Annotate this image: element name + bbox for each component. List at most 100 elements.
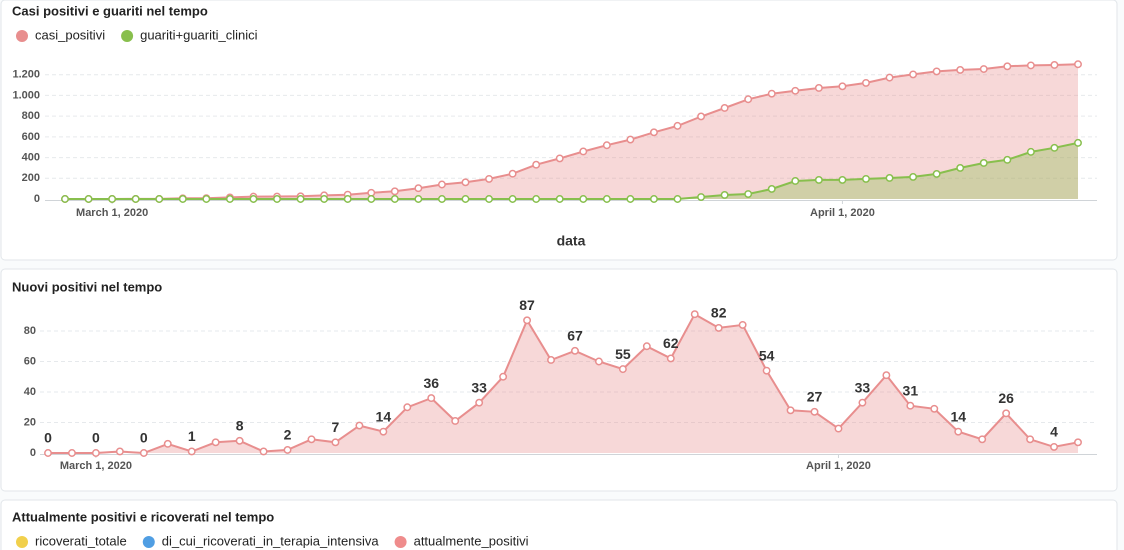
point bbox=[379, 427, 388, 436]
point bbox=[814, 84, 823, 92]
data-label: 4 bbox=[1050, 424, 1058, 440]
point bbox=[932, 169, 941, 178]
point bbox=[44, 449, 52, 457]
legend-swatch bbox=[16, 536, 28, 548]
panel bbox=[0, 499, 1118, 550]
point bbox=[956, 66, 965, 74]
point bbox=[834, 424, 843, 433]
line bbox=[48, 312, 1079, 455]
y-tick-label: 200 bbox=[22, 172, 40, 184]
point bbox=[814, 175, 823, 184]
data-label: 87 bbox=[519, 297, 535, 313]
y-tick-label: 600 bbox=[22, 131, 40, 143]
point bbox=[485, 195, 493, 203]
point bbox=[650, 195, 658, 203]
point bbox=[791, 177, 800, 185]
point bbox=[720, 191, 729, 199]
data-label: 1 bbox=[188, 428, 196, 444]
point bbox=[1002, 409, 1011, 418]
data-label: 0 bbox=[140, 430, 148, 446]
y-tick-label: 40 bbox=[24, 386, 36, 398]
point bbox=[650, 128, 658, 137]
point bbox=[427, 394, 436, 403]
point bbox=[437, 180, 446, 189]
data-label: 0 bbox=[44, 430, 52, 446]
point bbox=[909, 172, 918, 181]
data-label: 36 bbox=[423, 375, 439, 391]
point bbox=[320, 195, 329, 203]
y-tick-label: 0 bbox=[34, 193, 40, 205]
point bbox=[163, 439, 172, 448]
data-label: 67 bbox=[567, 328, 583, 344]
point bbox=[791, 86, 800, 95]
chart-title: Attualmente positivi e ricoverati nel te… bbox=[12, 509, 274, 524]
point bbox=[979, 65, 988, 73]
point bbox=[523, 316, 532, 325]
point bbox=[786, 406, 795, 415]
point bbox=[414, 184, 423, 193]
point bbox=[594, 357, 603, 366]
point bbox=[697, 112, 706, 121]
point bbox=[414, 195, 423, 203]
point bbox=[932, 67, 941, 76]
point bbox=[202, 195, 211, 203]
point bbox=[131, 195, 140, 203]
point bbox=[249, 195, 258, 203]
point bbox=[259, 447, 268, 456]
point bbox=[108, 195, 117, 203]
point bbox=[461, 195, 470, 203]
data-label: 7 bbox=[332, 419, 340, 435]
point bbox=[68, 449, 76, 457]
point bbox=[225, 195, 234, 203]
point bbox=[437, 195, 446, 203]
point bbox=[571, 346, 579, 355]
point bbox=[547, 356, 555, 364]
point bbox=[499, 372, 508, 381]
point bbox=[1026, 435, 1035, 444]
legend-label: casi_positivi bbox=[35, 27, 105, 42]
point bbox=[155, 195, 164, 203]
point bbox=[909, 70, 918, 79]
point bbox=[838, 82, 847, 91]
x-axis-title: data bbox=[557, 233, 586, 249]
data-label: 8 bbox=[236, 418, 244, 434]
point bbox=[1074, 138, 1082, 147]
point bbox=[283, 446, 292, 454]
point bbox=[697, 193, 706, 201]
point bbox=[744, 190, 753, 198]
area bbox=[65, 142, 1078, 199]
point bbox=[1074, 438, 1082, 447]
point bbox=[690, 310, 699, 319]
data-label: 33 bbox=[855, 379, 871, 395]
point bbox=[390, 195, 399, 203]
data-label: 62 bbox=[663, 335, 679, 351]
point bbox=[508, 195, 517, 203]
legend-swatch bbox=[142, 536, 155, 548]
point bbox=[331, 438, 340, 447]
legend-label: ricoverati_totale bbox=[35, 533, 127, 548]
point bbox=[882, 371, 891, 380]
legend-swatch bbox=[16, 30, 28, 42]
y-tick-label: 1.200 bbox=[12, 69, 40, 81]
point bbox=[403, 403, 412, 412]
point bbox=[485, 174, 493, 183]
point bbox=[343, 195, 352, 203]
point bbox=[810, 407, 819, 416]
point bbox=[579, 195, 588, 203]
y-tick-label: 400 bbox=[22, 151, 40, 163]
point bbox=[744, 95, 753, 104]
point bbox=[555, 195, 564, 203]
y-tick-label: 60 bbox=[24, 355, 36, 367]
point bbox=[602, 141, 611, 150]
legend-label: di_cui_ricoverati_in_terapia_intensiva bbox=[162, 533, 380, 548]
point bbox=[1003, 62, 1012, 71]
data-label: 0 bbox=[92, 430, 100, 446]
point bbox=[720, 104, 729, 112]
point bbox=[738, 320, 747, 329]
y-tick-label: 20 bbox=[24, 416, 36, 428]
y-tick-label: 80 bbox=[24, 325, 36, 337]
point bbox=[1026, 147, 1035, 156]
point bbox=[1050, 61, 1059, 69]
point bbox=[714, 324, 723, 332]
